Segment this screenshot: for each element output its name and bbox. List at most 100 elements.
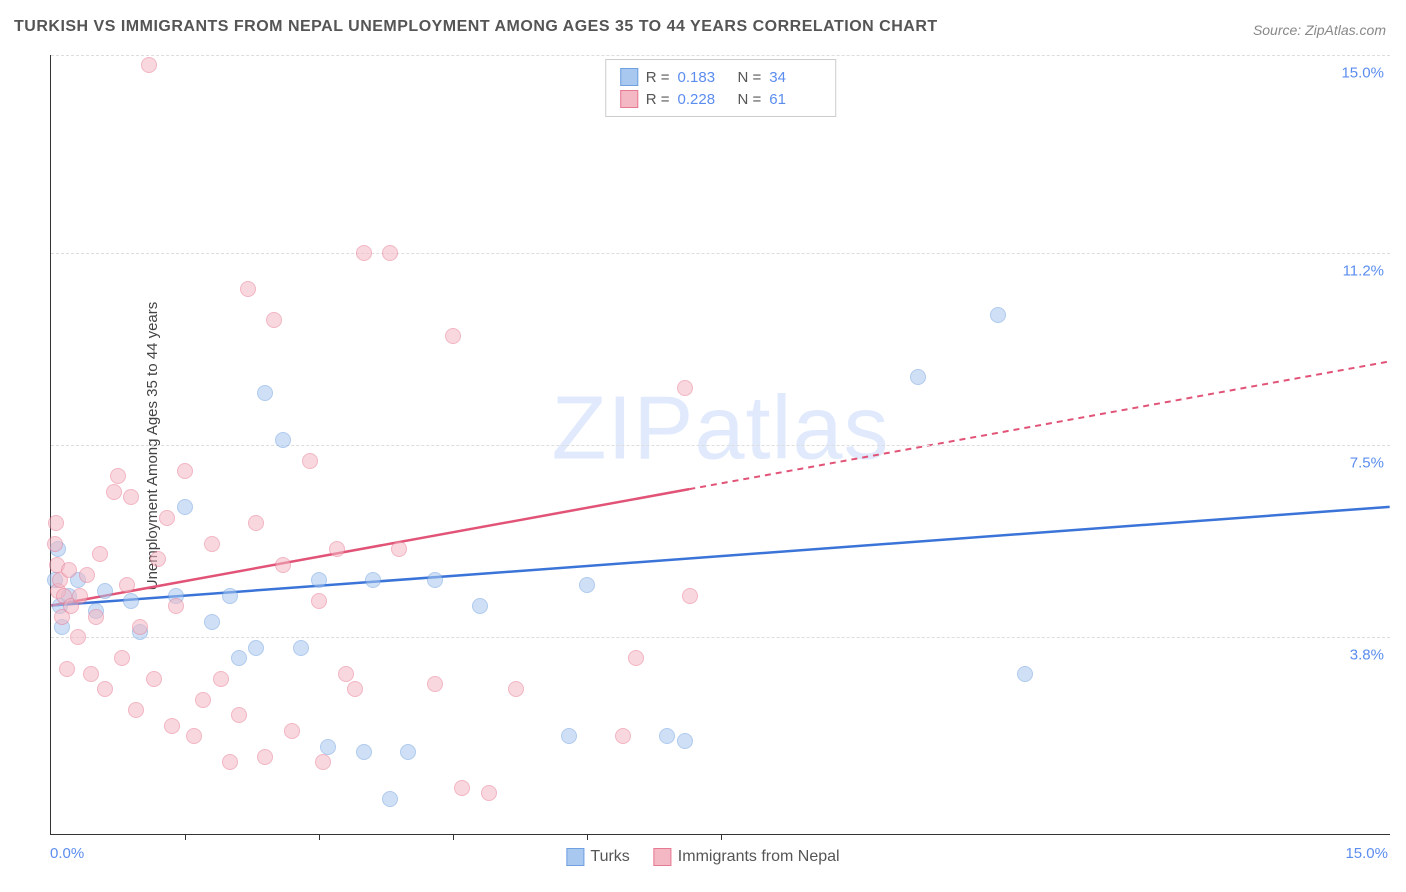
nepal-point <box>248 515 264 531</box>
nepal-point <box>59 661 75 677</box>
legend-r-value: 0.228 <box>678 91 730 108</box>
legend-top-row-nepal: R = 0.228 N = 61 <box>620 88 822 110</box>
turks-point <box>231 650 247 666</box>
gridline <box>51 637 1390 638</box>
nepal-point <box>315 754 331 770</box>
nepal-point <box>257 749 273 765</box>
nepal-point <box>302 453 318 469</box>
x-axis-max-label: 15.0% <box>1345 845 1388 862</box>
legend-n-value: 61 <box>769 91 821 108</box>
nepal-point <box>110 468 126 484</box>
x-tickmark <box>587 834 588 840</box>
nepal-point <box>72 588 88 604</box>
turks-point <box>356 744 372 760</box>
y-tick-label: 11.2% <box>1343 262 1384 279</box>
turks-point <box>1017 666 1033 682</box>
legend-n-label: N = <box>738 69 762 86</box>
nepal-point <box>427 676 443 692</box>
gridline <box>51 253 1390 254</box>
legend-swatch <box>566 848 584 866</box>
turks-point <box>472 598 488 614</box>
nepal-point <box>97 681 113 697</box>
nepal-point <box>222 754 238 770</box>
turks-point <box>293 640 309 656</box>
nepal-point <box>329 541 345 557</box>
nepal-point <box>240 281 256 297</box>
legend-bottom-item-turks: Turks <box>566 848 629 866</box>
turks-point <box>382 791 398 807</box>
nepal-point <box>186 728 202 744</box>
nepal-point <box>83 666 99 682</box>
nepal-point <box>79 567 95 583</box>
nepal-point <box>231 707 247 723</box>
nepal-point <box>213 671 229 687</box>
nepal-point <box>195 692 211 708</box>
nepal-point <box>275 557 291 573</box>
nepal-point <box>141 57 157 73</box>
nepal-point <box>114 650 130 666</box>
turks-point <box>123 593 139 609</box>
y-tick-label: 15.0% <box>1341 65 1384 82</box>
y-tick-label: 7.5% <box>1350 455 1384 472</box>
legend-n-value: 34 <box>769 69 821 86</box>
turks-point <box>177 499 193 515</box>
nepal-point <box>284 723 300 739</box>
nepal-point <box>454 780 470 796</box>
chart-container: TURKISH VS IMMIGRANTS FROM NEPAL UNEMPLO… <box>0 0 1406 892</box>
nepal-point <box>481 785 497 801</box>
legend-series-label: Turks <box>590 848 629 865</box>
turks-point <box>365 572 381 588</box>
nepal-point <box>204 536 220 552</box>
series-legend: Turks Immigrants from Nepal <box>566 848 839 866</box>
nepal-point <box>445 328 461 344</box>
nepal-point <box>47 536 63 552</box>
turks-point <box>311 572 327 588</box>
x-tickmark <box>185 834 186 840</box>
turks-point <box>257 385 273 401</box>
nepal-point <box>347 681 363 697</box>
turks-point <box>248 640 264 656</box>
x-tickmark <box>721 834 722 840</box>
nepal-point <box>150 551 166 567</box>
turks-point <box>677 733 693 749</box>
nepal-point <box>628 650 644 666</box>
turks-point <box>97 583 113 599</box>
turks-point <box>222 588 238 604</box>
x-tickmark <box>319 834 320 840</box>
correlation-legend: R =0.183N =34R =0.228N =61 <box>605 59 837 117</box>
turks-point <box>204 614 220 630</box>
plot-area: ZIPatlas R =0.183N =34R =0.228N =61 3.8%… <box>50 55 1390 835</box>
nepal-point <box>682 588 698 604</box>
nepal-point <box>382 245 398 261</box>
nepal-point <box>128 702 144 718</box>
nepal-point <box>177 463 193 479</box>
nepal-point <box>70 629 86 645</box>
nepal-point <box>311 593 327 609</box>
nepal-point <box>338 666 354 682</box>
legend-swatch <box>620 90 638 108</box>
nepal-point <box>132 619 148 635</box>
nepal-point <box>615 728 631 744</box>
legend-n-label: N = <box>738 91 762 108</box>
chart-title: TURKISH VS IMMIGRANTS FROM NEPAL UNEMPLO… <box>14 18 938 36</box>
nepal-point <box>356 245 372 261</box>
legend-bottom-item-nepal: Immigrants from Nepal <box>654 848 840 866</box>
legend-swatch <box>654 848 672 866</box>
nepal-point <box>119 577 135 593</box>
nepal-point <box>146 671 162 687</box>
nepal-point <box>677 380 693 396</box>
nepal-point <box>106 484 122 500</box>
nepal-point <box>508 681 524 697</box>
turks-point <box>579 577 595 593</box>
turks-point <box>659 728 675 744</box>
turks-point <box>275 432 291 448</box>
turks-point <box>427 572 443 588</box>
legend-r-label: R = <box>646 91 670 108</box>
turks-point <box>990 307 1006 323</box>
source-attribution: Source: ZipAtlas.com <box>1253 22 1386 38</box>
nepal-point <box>168 598 184 614</box>
watermark-text: ZIPatlas <box>551 377 889 480</box>
nepal-point <box>266 312 282 328</box>
nepal-point <box>61 562 77 578</box>
legend-r-label: R = <box>646 69 670 86</box>
